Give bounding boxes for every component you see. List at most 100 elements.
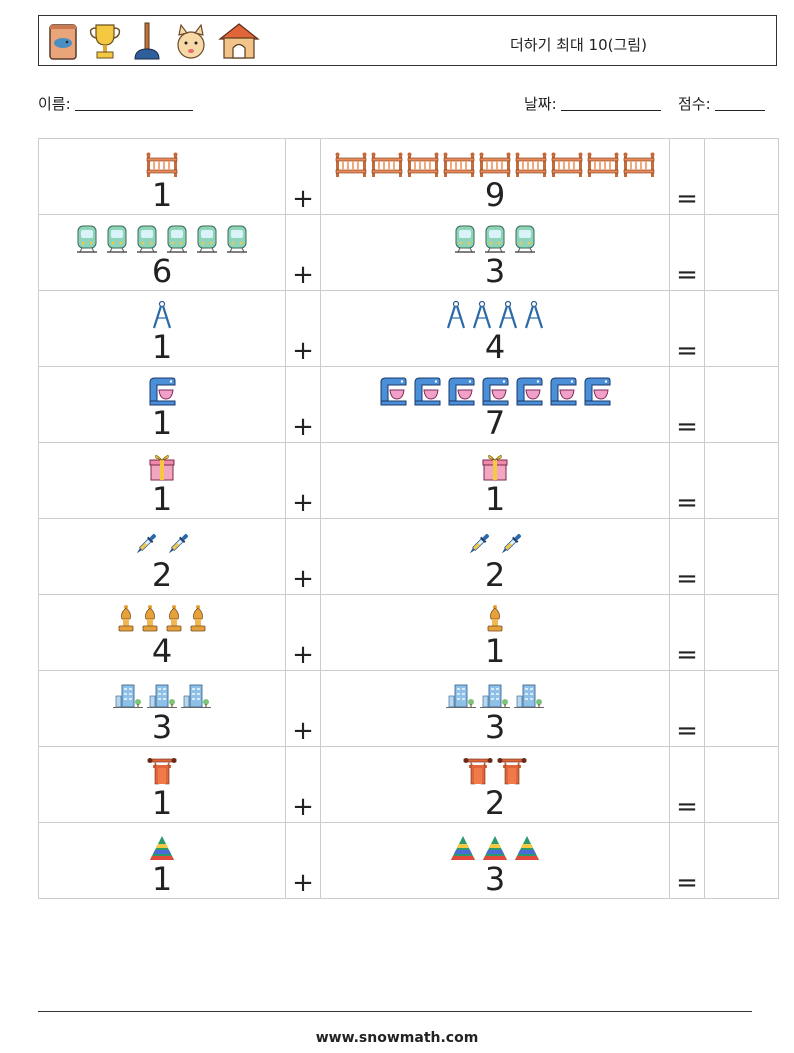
bishop-chess-icon (116, 604, 136, 634)
score-label: 점수: (678, 95, 711, 113)
office-building-icon (181, 682, 211, 710)
answer-box[interactable] (704, 366, 779, 443)
answer-box[interactable] (704, 214, 779, 291)
answer-box[interactable] (704, 822, 779, 899)
compass-icon (497, 300, 519, 330)
compass-icon (151, 300, 173, 330)
plus-sign: + (285, 214, 321, 291)
gift-box-icon (148, 452, 176, 482)
trophy-icon (87, 21, 123, 61)
second-addend: 3 (484, 252, 506, 290)
office-building-icon (514, 682, 544, 710)
picture-group (39, 144, 285, 178)
office-building-icon (113, 682, 143, 710)
torii-gate-icon (147, 756, 177, 786)
date-label: 날짜: (524, 95, 557, 113)
bishop-chess-icon (164, 604, 184, 634)
compass-icon (523, 300, 545, 330)
second-addend: 3 (484, 708, 506, 746)
fence-icon (443, 152, 475, 178)
footer-divider (38, 1011, 752, 1012)
stand-mixer-icon (548, 376, 578, 406)
dropper-icon (132, 530, 160, 558)
problem-row: 1 +1 = (38, 442, 779, 519)
equals-sign: = (669, 214, 705, 291)
picture-group (39, 220, 285, 254)
name-blank[interactable] (74, 95, 193, 111)
picture-group (321, 828, 669, 862)
second-addend: 2 (484, 784, 506, 822)
picture-group (39, 372, 285, 406)
first-addend: 6 (151, 252, 173, 290)
date-blank[interactable] (560, 95, 661, 111)
picture-group (39, 296, 285, 330)
date-field: 날짜: (524, 93, 661, 114)
answer-box[interactable] (704, 670, 779, 747)
compass-icon (445, 300, 467, 330)
first-addend-cell: 1 (38, 822, 286, 899)
first-addend-cell: 1 (38, 442, 286, 519)
cat-food-icon (45, 21, 81, 61)
first-addend: 2 (151, 556, 173, 594)
first-addend-cell: 4 (38, 594, 286, 671)
first-addend: 3 (151, 708, 173, 746)
answer-box[interactable] (704, 518, 779, 595)
answer-box[interactable] (704, 138, 779, 215)
answer-box[interactable] (704, 290, 779, 367)
second-addend: 3 (484, 860, 506, 898)
problem-row: 1 +2 = (38, 746, 779, 823)
answer-box[interactable] (704, 442, 779, 519)
stand-mixer-icon (480, 376, 510, 406)
worksheet-title: 더하기 최대 10(그림) (510, 36, 647, 54)
answer-box[interactable] (704, 746, 779, 823)
second-addend: 7 (484, 404, 506, 442)
second-addend-cell: 3 (320, 822, 670, 899)
fence-icon (407, 152, 439, 178)
tram-icon (224, 224, 250, 254)
striped-cone-icon (481, 834, 509, 862)
second-addend-cell: 7 (320, 366, 670, 443)
picture-group (39, 600, 285, 634)
second-addend-cell: 3 (320, 214, 670, 291)
equals-sign: = (669, 518, 705, 595)
plus-sign: + (285, 822, 321, 899)
compass-icon (471, 300, 493, 330)
picture-group (39, 828, 285, 862)
answer-box[interactable] (704, 594, 779, 671)
problem-row: 6 +3 = (38, 214, 779, 291)
header-icons (45, 21, 261, 61)
dropper-icon (465, 530, 493, 558)
office-building-icon (147, 682, 177, 710)
torii-gate-icon (463, 756, 493, 786)
picture-group (321, 144, 669, 178)
fence-icon (146, 152, 178, 178)
footer-website: www.snowmath.com (315, 1030, 479, 1046)
tram-icon (194, 224, 220, 254)
first-addend: 1 (151, 176, 173, 214)
plus-sign: + (285, 594, 321, 671)
first-addend-cell: 6 (38, 214, 286, 291)
picture-group (39, 448, 285, 482)
score-blank[interactable] (714, 95, 765, 111)
name-label: 이름: (38, 95, 71, 113)
equals-sign: = (669, 290, 705, 367)
problem-row: 2 +2 = (38, 518, 779, 595)
tram-icon (512, 224, 538, 254)
fence-icon (335, 152, 367, 178)
second-addend: 1 (484, 632, 506, 670)
problem-row: 1 +9 = (38, 138, 779, 215)
fence-icon (515, 152, 547, 178)
plus-sign: + (285, 366, 321, 443)
picture-group (321, 752, 669, 786)
picture-group (321, 448, 669, 482)
score-field: 점수: (678, 93, 765, 114)
stand-mixer-icon (582, 376, 612, 406)
equals-sign: = (669, 594, 705, 671)
problem-table: 1 +9 = 6 +3 = 1 +4 = 1 +7 = 1 +1 = 2 +2 = 4 +1 = 3 +3 = 1 +2 = 1 +3 = (38, 138, 779, 899)
first-addend-cell: 1 (38, 366, 286, 443)
stand-mixer-icon (514, 376, 544, 406)
fence-icon (551, 152, 583, 178)
office-building-icon (446, 682, 476, 710)
gift-box-icon (481, 452, 509, 482)
tram-icon (134, 224, 160, 254)
